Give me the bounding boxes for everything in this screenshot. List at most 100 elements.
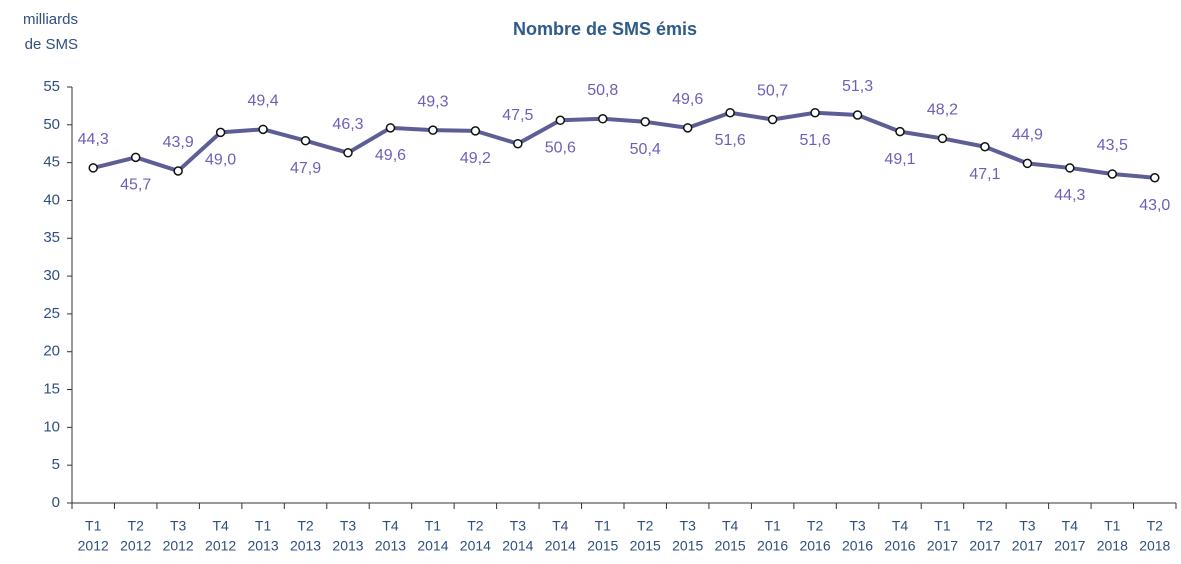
data-label: 49,2: [460, 150, 491, 167]
x-tick-label: 2015: [672, 538, 703, 554]
data-label: 51,6: [800, 132, 831, 149]
data-label: 46,3: [332, 116, 363, 133]
data-point: [428, 125, 438, 135]
x-tick-label: T2: [807, 518, 824, 534]
data-point: [343, 148, 353, 158]
y-tick-label: 45: [43, 154, 60, 171]
x-tick-label: 2015: [587, 538, 618, 554]
x-tick-label: 2015: [715, 538, 746, 554]
x-tick-label: 2017: [1012, 538, 1043, 554]
data-point: [300, 135, 311, 146]
x-tick-label: T1: [255, 518, 272, 534]
data-point: [895, 126, 905, 137]
data-label: 45,7: [120, 177, 151, 194]
y-axis-title: de SMS: [25, 36, 78, 53]
data-label: 47,5: [502, 107, 533, 124]
x-tick-label: 2016: [884, 538, 915, 554]
x-tick-label: 2012: [205, 538, 236, 554]
data-point: [810, 107, 820, 118]
data-point: [852, 110, 863, 120]
x-tick-label: T2: [128, 518, 145, 534]
x-tick-label: 2014: [417, 538, 448, 554]
x-tick-label: T4: [382, 518, 399, 534]
y-tick-label: 0: [52, 494, 60, 511]
x-tick-label: T4: [552, 518, 569, 534]
data-point: [640, 117, 650, 127]
x-tick-label: 2013: [375, 538, 406, 554]
data-point: [980, 142, 990, 152]
x-tick-label: T4: [1062, 518, 1079, 534]
data-point: [598, 114, 608, 124]
data-point: [725, 107, 735, 118]
data-point: [1065, 163, 1075, 173]
y-tick-label: 30: [43, 267, 60, 284]
x-tick-label: T3: [510, 518, 527, 534]
data-label: 51,6: [715, 132, 746, 149]
data-label: 43,0: [1139, 197, 1170, 214]
x-tick-label: T1: [1104, 518, 1121, 534]
x-tick-label: 2016: [799, 538, 830, 554]
x-tick-label: 2017: [1054, 538, 1085, 554]
data-point: [1150, 173, 1160, 183]
data-label: 44,3: [78, 131, 109, 148]
data-label: 44,3: [1054, 187, 1085, 204]
data-point: [767, 114, 778, 125]
x-tick-label: 2013: [332, 538, 363, 554]
x-tick-label: T3: [849, 518, 866, 534]
x-tick-label: T1: [425, 518, 442, 534]
y-tick-label: 10: [43, 418, 60, 435]
y-tick-label: 20: [43, 343, 60, 360]
x-tick-label: 2018: [1139, 538, 1170, 554]
data-label: 50,8: [587, 82, 618, 99]
x-tick-label: T1: [595, 518, 612, 534]
y-tick-label: 25: [43, 305, 60, 322]
data-label: 50,4: [630, 141, 661, 158]
x-tick-label: T1: [934, 518, 951, 534]
x-tick-label: 2016: [757, 538, 788, 554]
y-tick-label: 35: [43, 229, 60, 246]
x-tick-label: T4: [212, 518, 229, 534]
x-tick-label: 2017: [969, 538, 1000, 554]
data-label: 49,4: [248, 93, 279, 110]
x-tick-label: 2013: [247, 538, 278, 554]
data-point: [173, 166, 183, 176]
x-tick-label: T4: [722, 518, 739, 534]
x-tick-label: 2012: [163, 538, 194, 554]
y-tick-label: 50: [43, 116, 60, 133]
data-label: 48,2: [927, 102, 958, 119]
x-tick-label: 2012: [120, 538, 151, 554]
data-point: [130, 152, 141, 163]
data-point: [937, 133, 948, 144]
x-tick-label: T3: [340, 518, 357, 534]
data-label: 51,3: [842, 78, 873, 95]
x-tick-label: T2: [297, 518, 314, 534]
x-tick-label: T4: [892, 518, 909, 534]
y-tick-label: 5: [52, 456, 60, 473]
data-label: 43,5: [1097, 137, 1128, 154]
data-point: [470, 126, 481, 136]
data-label: 49,6: [375, 147, 406, 164]
x-tick-label: 2018: [1097, 538, 1128, 554]
data-label: 49,0: [205, 152, 236, 169]
x-tick-label: 2014: [460, 538, 491, 554]
data-label: 43,9: [163, 134, 194, 151]
data-label: 47,9: [290, 160, 321, 177]
y-tick-label: 40: [43, 191, 60, 208]
x-tick-label: T2: [467, 518, 484, 534]
data-label: 47,1: [969, 166, 1000, 183]
x-tick-label: T2: [637, 518, 654, 534]
data-point: [88, 163, 98, 173]
data-point: [682, 123, 693, 133]
data-point: [1022, 158, 1033, 169]
x-tick-label: T2: [977, 518, 994, 534]
data-point: [513, 138, 523, 149]
x-tick-label: T1: [85, 518, 102, 534]
data-label: 49,3: [417, 93, 448, 110]
data-label: 49,6: [672, 91, 703, 108]
chart-title: Nombre de SMS émis: [513, 19, 697, 39]
data-label: 50,7: [757, 83, 788, 100]
x-tick-label: T3: [680, 518, 697, 534]
data-line: [92, 110, 1155, 180]
y-tick-label: 55: [43, 78, 60, 95]
